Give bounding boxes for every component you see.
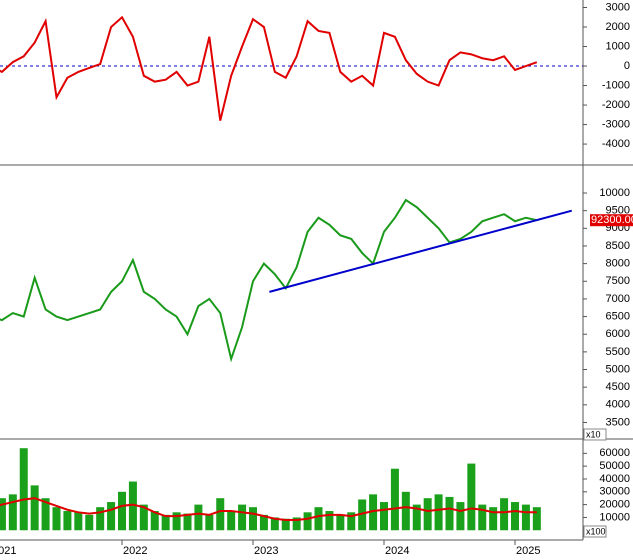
y-tick-label: -3000: [602, 118, 630, 130]
bar: [511, 502, 519, 531]
x-tick-label: 2023: [254, 545, 278, 557]
y-tick-label: 10000: [599, 187, 630, 199]
bar: [30, 485, 39, 531]
y-tick-label: 4000: [606, 399, 630, 411]
y-tick-label: 60000: [599, 447, 630, 459]
bar: [434, 494, 443, 531]
bar: [150, 511, 159, 531]
bar: [96, 507, 105, 531]
bar: [336, 514, 345, 531]
bar: [172, 512, 181, 531]
bar: [347, 512, 356, 531]
bar: [227, 511, 236, 531]
line: [0, 15, 538, 121]
bar: [161, 514, 170, 531]
last-value-box: [590, 214, 633, 227]
trendline: [269, 209, 573, 293]
bar: [74, 512, 83, 531]
y-tick-label: 30000: [599, 486, 630, 498]
bar: [412, 504, 421, 531]
y-tick-label: 1000: [606, 40, 630, 52]
y-tick-label: 50000: [599, 460, 630, 472]
y-tick-label: 4500: [606, 381, 630, 393]
bar: [532, 507, 541, 531]
line: [0, 198, 538, 363]
bar: [401, 491, 410, 531]
bar: [52, 507, 61, 531]
x-tick-label: 2021: [0, 545, 16, 557]
y-tick-label: -4000: [602, 138, 630, 150]
y-tick-label: 20000: [599, 499, 630, 511]
bar: [292, 517, 301, 531]
y-tick-label: 6000: [606, 328, 630, 340]
y-tick-label: 10000: [599, 511, 630, 523]
y-tick-label: 40000: [599, 473, 630, 485]
bar: [107, 502, 116, 531]
y-tick-label: 3000: [606, 1, 630, 13]
bar: [205, 514, 214, 531]
unit-box: [583, 525, 607, 538]
bar: [478, 504, 487, 531]
bar: [423, 498, 432, 531]
bar: [445, 496, 454, 531]
y-tick-label: 7000: [606, 293, 630, 305]
bar: [183, 513, 192, 531]
bar: [8, 494, 17, 531]
y-tick-label: 7500: [606, 275, 630, 287]
bar: [216, 498, 225, 531]
y-tick-label: 5500: [606, 346, 630, 358]
y-tick-label: -2000: [602, 99, 630, 111]
y-tick-label: 5000: [606, 363, 630, 375]
bar: [194, 504, 203, 531]
bar: [139, 504, 148, 531]
bar: [314, 507, 323, 531]
y-tick-label: 9500: [606, 205, 630, 217]
bar: [369, 494, 378, 531]
bar: [118, 491, 126, 531]
bar: [63, 511, 72, 531]
bar: [303, 512, 312, 531]
bar: [521, 504, 530, 531]
y-tick-label: -1000: [602, 79, 630, 91]
bar: [456, 502, 465, 531]
average-line: [0, 497, 537, 521]
bar: [0, 498, 6, 531]
x-tick-label: 2025: [516, 545, 540, 557]
x-tick-label: 2022: [123, 545, 147, 557]
bar: [85, 514, 94, 531]
bar: [281, 518, 290, 531]
y-tick-label: 8500: [606, 240, 630, 252]
bar: [325, 511, 334, 531]
y-tick-label: 3500: [606, 416, 630, 428]
unit-box: [583, 428, 607, 441]
last-value-label: 92300.00: [591, 214, 633, 226]
bar: [390, 468, 399, 531]
axis-unit: x100: [586, 526, 606, 536]
bar: [467, 463, 476, 531]
bar: [270, 517, 279, 531]
bar: [380, 502, 388, 531]
bar: [238, 504, 247, 531]
y-tick-label: 0: [624, 60, 630, 72]
y-tick-label: 8000: [606, 258, 630, 270]
bar: [19, 448, 28, 531]
bar: [489, 507, 498, 531]
axis-unit: x10: [586, 429, 601, 439]
bar: [358, 499, 367, 531]
y-tick-label: 6500: [606, 310, 630, 322]
bar: [41, 498, 50, 531]
bar: [259, 514, 268, 531]
bar: [249, 507, 257, 531]
y-tick-label: 2000: [606, 21, 630, 33]
bar: [128, 481, 137, 531]
bar: [500, 498, 509, 531]
x-tick-label: 2024: [385, 545, 409, 557]
